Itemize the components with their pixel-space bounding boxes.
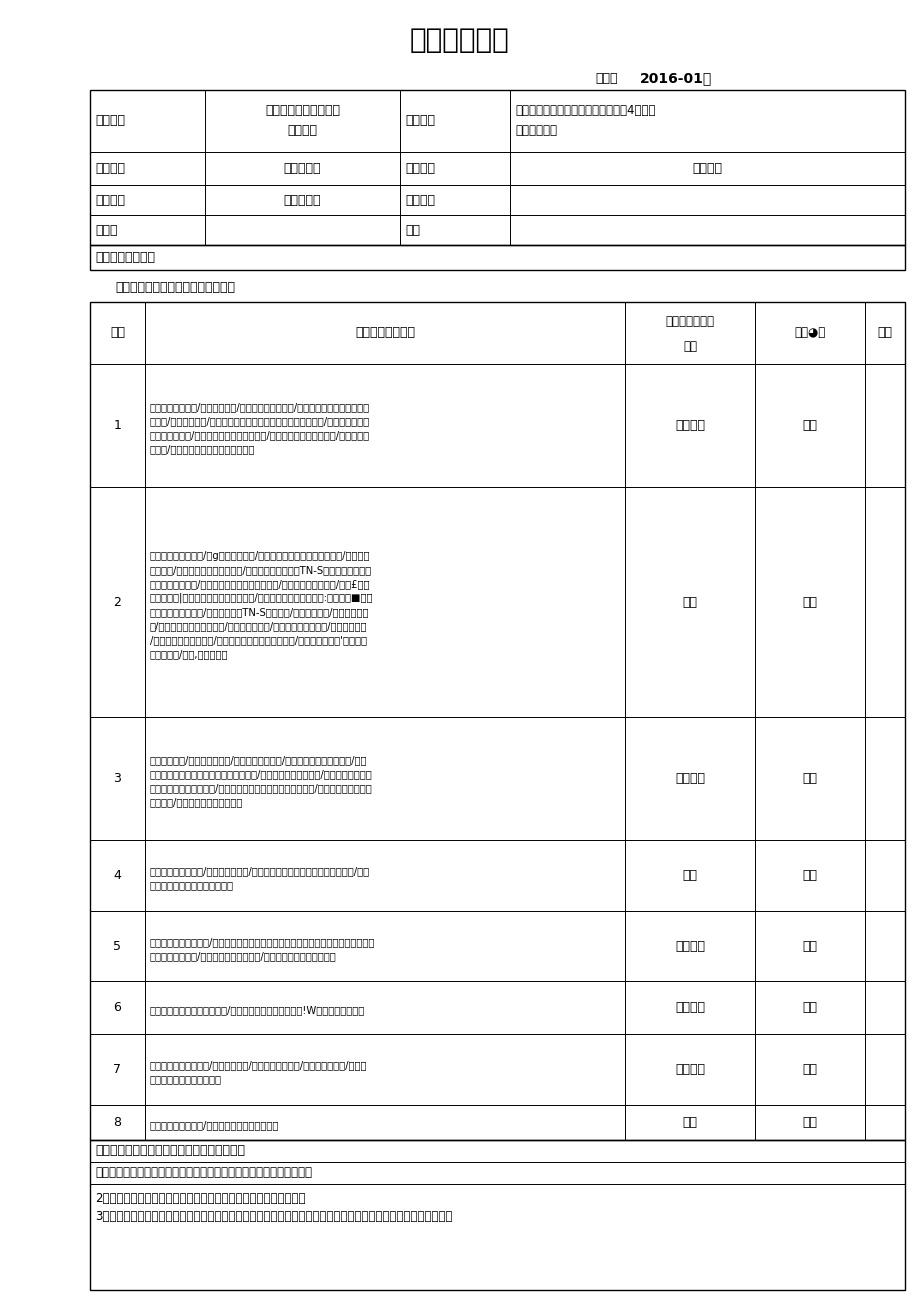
Text: 2．该工中必须严格遵守项目部的规章管理制度，严禁违章作业等。: 2．该工中必须严格遵守项目部的规章管理制度，严禁违章作业等。 (95, 1193, 305, 1206)
Text: 中度: 中度 (801, 1063, 817, 1076)
Text: 可能遭成的危害: 可能遭成的危害 (664, 316, 714, 328)
Text: 量不补合要求，强度不足/钢丝的起士翻步不足或紧用强鼻不足/钢筋笼、导管号敌无: 量不补合要求，强度不足/钢丝的起士翻步不足或紧用强鼻不足/钢筋笼、导管号敌无 (150, 783, 372, 794)
Text: 交通事故: 交通事故 (675, 1002, 704, 1015)
Text: 拉电器设备/电线,活地抬放等: 拉电器设备/电线,活地抬放等 (150, 649, 228, 658)
Text: 二、作业中应该注意的安全本项（基本规定）: 二、作业中应该注意的安全本项（基本规定） (95, 1145, 244, 1158)
Text: 的卷扬机、钢丝绳/钻到作业人员无证上周/下钢筋笼、渗浇筑时无人指: 的卷扬机、钢丝绳/钻到作业人员无证上周/下钢筋笼、渗浇筑时无人指 (150, 951, 336, 961)
Text: 经理部一分部: 经理部一分部 (515, 125, 556, 138)
Bar (90, 302, 904, 1140)
Text: 替代场所器|慢置接地线线行不符合要求/过成电缆未密管，晨舞舞:吆喝摩熬■嘉续: 替代场所器|慢置接地线线行不符合要求/过成电缆未密管，晨舞舞:吆喝摩熬■嘉续 (150, 593, 373, 604)
Text: 施工部位: 施工部位 (404, 163, 435, 176)
Text: 事件: 事件 (682, 341, 697, 354)
Text: 低度: 低度 (801, 939, 817, 952)
Text: 田市跨永安溪、台金高: 田市跨永安溪、台金高 (265, 104, 340, 117)
Text: 机械倾覆: 机械倾覆 (675, 419, 704, 432)
Text: 风险◕级: 风险◕级 (793, 327, 824, 340)
Text: 桥梁桩基: 桥梁桩基 (692, 163, 721, 176)
Text: 速特大桥: 速特大桥 (287, 125, 317, 138)
Text: 低度: 低度 (801, 419, 817, 432)
Text: 物体打击: 物体打击 (675, 771, 704, 785)
Text: 低度: 低度 (801, 771, 817, 785)
Text: 工作内容: 工作内容 (95, 194, 125, 207)
Text: 中度: 中度 (801, 596, 817, 609)
Text: 3: 3 (113, 771, 121, 785)
Bar (90, 90, 904, 245)
Text: 业不规蔸建成规范要来等。: 业不规蔸建成规范要来等。 (150, 1075, 221, 1084)
Text: 低度: 低度 (801, 1002, 817, 1015)
Text: 职务: 职务 (404, 224, 420, 237)
Text: 主电缆未使用五芯线/迫g接地少于三答/照明灯具金属外壳来接接地保护/知明灯架: 主电缆未使用五芯线/迫g接地少于三答/照明灯具金属外壳来接接地保护/知明灯架 (150, 550, 370, 561)
Text: 序号: 序号 (110, 327, 125, 340)
Text: 碰时作业人员逍规站漏斗操作等: 碰时作业人员逍规站漏斗操作等 (150, 881, 233, 890)
Text: 交底人: 交底人 (95, 224, 118, 237)
Text: 中度: 中度 (801, 1116, 817, 1129)
Text: 安全技术交底: 安全技术交底 (410, 26, 509, 55)
Text: 使用铜斯/空气开关替代漏电保电销/用电设备接地域未与TN-S系统有效发域，配: 使用铜斯/空气开关替代漏电保电销/用电设备接地域未与TN-S系统有效发域，配 (150, 565, 371, 575)
Text: 机械进场永投验收/机械带带作业/操作算骏员无证上岗/施工场地不平整或涨泥未及: 机械进场永投验收/机械带带作业/操作算骏员无证上岗/施工场地不平整或涨泥未及 (150, 402, 369, 412)
Bar (90, 1140, 904, 1291)
Text: 中黑: 中黑 (682, 1116, 697, 1129)
Text: 中铁二局第二工程有限公司金台铁路4标项目: 中铁二局第二工程有限公司金台铁路4标项目 (515, 104, 654, 117)
Text: 2: 2 (113, 596, 121, 609)
Text: ．所有作业人员必须接受安全培训教育，经考核合格后方准入场作业。: ．所有作业人员必须接受安全培训教育，经考核合格后方准入场作业。 (95, 1167, 312, 1180)
Text: 备注: 备注 (877, 327, 891, 340)
Text: 等舞嚣鲮亲符合要求/配电及路云接TN-S系统设置/用电线路老化/灯具外壳案接: 等舞嚣鲮亲符合要求/配电及路云接TN-S系统设置/用电线路老化/灯具外壳案接 (150, 606, 369, 617)
Text: 存在主要危险因素: 存在主要危险因素 (355, 327, 414, 340)
Text: 施工单位: 施工单位 (404, 114, 435, 127)
Text: 未严格执行作息时间/现场未配备防暑降温药品等: 未严格执行作息时间/现场未配备防暑降温药品等 (150, 1120, 279, 1131)
Text: 工程名称: 工程名称 (95, 114, 125, 127)
Text: /机具设备未接地或接至/移动用电设备接电未使用插头/接头包扎不好，'未断电推: /机具设备未接地或接至/移动用电设备接电未使用插头/接头包扎不好，'未断电推 (150, 635, 367, 645)
Text: 4: 4 (113, 869, 121, 882)
Text: 7: 7 (113, 1063, 121, 1076)
Text: 持跟班指挥作业/机械安设位置、方向不正确/作业人员进就关经过培训/运行使用操: 持跟班指挥作业/机械安设位置、方向不正确/作业人员进就关经过培训/运行使用操 (150, 431, 369, 441)
Text: 作业班组: 作业班组 (95, 163, 125, 176)
Text: 安全技术交底内容: 安全技术交底内容 (95, 251, 154, 264)
Text: 一、存在的危险部位及容易产生后果: 一、存在的危险部位及容易产生后果 (115, 281, 234, 294)
Text: 时清理/场地碾压不实/吊车、泵车支场未设置方木或钢板牢固支撑/现场领工员未坚: 时清理/场地碾压不实/吊车、泵车支场未设置方木或钢板牢固支撑/现场领工员未坚 (150, 416, 369, 427)
Text: 钻孔桩施工: 钻孔桩施工 (283, 194, 321, 207)
Text: 编号：: 编号： (595, 72, 617, 85)
Text: 专人指痛/作业人员未强戴安全帽。: 专人指痛/作业人员未强戴安全帽。 (150, 798, 244, 807)
Text: 作不当/设备陈旧老化，安全性能主等。: 作不当/设备陈旧老化，安全性能主等。 (150, 445, 255, 454)
Text: 钻机皮劳转动部分外漏/钢丝地固结处的夹子或末等强度安装了作业人员跨培正在运转: 钻机皮劳转动部分外漏/钢丝地固结处的夹子或末等强度安装了作业人员跨培正在运转 (150, 937, 375, 947)
Text: 笼、导管吊放钩未牢固及吊点不若合要求/吊车辅丝绳不符合要求/铜筋影钢筋焊接质: 笼、导管吊放钩未牢固及吊点不若合要求/吊车辅丝绳不符合要求/铜筋影钢筋焊接质 (150, 769, 372, 779)
Text: 交底时间: 交底时间 (404, 194, 435, 207)
Text: 整落: 整落 (682, 869, 697, 882)
Text: 低度: 低度 (801, 869, 817, 882)
Text: 钢佳绳有缺陷/卷扬机刹车失灵/检缮钻机随意推物/作业人员矩孔口距离过近/钢筋: 钢佳绳有缺陷/卷扬机刹车失灵/检缮钻机随意推物/作业人员矩孔口距离过近/钢筋 (150, 756, 367, 765)
Text: 冲击钻班组: 冲击钻班组 (283, 163, 321, 176)
Text: 电线路老化、破皮/用电设备与电地、开关不匹配/小型机具电缆至插头/使用£属壁: 电线路老化、破皮/用电设备与电地、开关不匹配/小型机具电缆至插头/使用£属壁 (150, 579, 370, 589)
Text: 6: 6 (113, 1002, 121, 1015)
Text: 5: 5 (113, 939, 121, 952)
Text: 地/电线等缠在锈松、钢的上/乱拉、乱接电线/「保险丝不符合要求/漏电开关失灵: 地/电线等缠在锈松、钢的上/乱拉、乱接电线/「保险丝不符合要求/漏电开关失灵 (150, 621, 367, 631)
Text: 起重伤害: 起重伤害 (675, 1063, 704, 1076)
Text: 触电: 触电 (682, 596, 697, 609)
Text: 2016-01号: 2016-01号 (640, 72, 711, 85)
Text: 机械伤害: 机械伤害 (675, 939, 704, 952)
Bar (90, 245, 904, 271)
Text: 1: 1 (113, 419, 121, 432)
Text: 场他未平整、承载力军/设备带病作业/操作人且无迁条件/钢丝匾请台要求/吊装作: 场他未平整、承载力军/设备带病作业/操作人且无迁条件/钢丝匾请台要求/吊装作 (150, 1060, 367, 1071)
Text: 检修钻机未拴安全带/虚孔未及时回填/弃浆池、循环池未设置护栏及警示标志/灌注: 检修钻机未拴安全带/虚孔未及时回填/弃浆池、循环池未设置护栏及警示标志/灌注 (150, 866, 369, 877)
Text: 3．进入施工现场作业人员必须自觉佩戴安全帽，高空作业时必须系好安全带，并严格遵守各自岗位安全操作规程。: 3．进入施工现场作业人员必须自觉佩戴安全帽，高空作业时必须系好安全带，并严格遵守… (95, 1210, 452, 1223)
Text: 8: 8 (113, 1116, 121, 1129)
Text: 桩基施工未设置交通安全标志/现场作业时过往车辆簸籬稼!W罐产作山现场未好: 桩基施工未设置交通安全标志/现场作业时过往车辆簸籬稼!W罐产作山现场未好 (150, 1006, 365, 1016)
